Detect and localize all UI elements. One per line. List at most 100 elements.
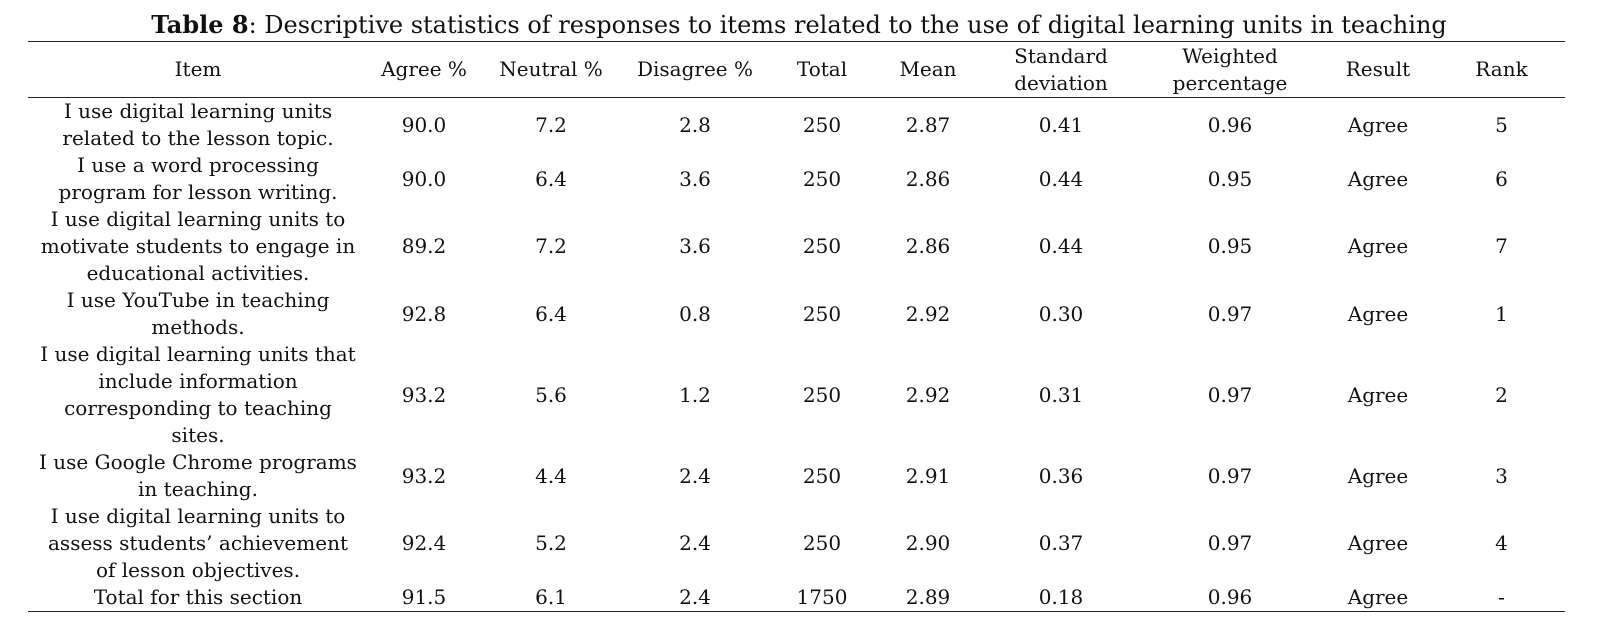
table-cell: 6.4	[535, 166, 567, 191]
table-cell: 2.86	[905, 234, 951, 258]
table-row: I use digital learning units to motivate …	[28, 206, 1565, 287]
table-cell: 250	[802, 166, 842, 191]
table-cell: 0.8	[679, 301, 711, 326]
table-cell: Agree	[1347, 166, 1409, 191]
table-cell: 2.4	[679, 585, 711, 609]
table-cell: 1750	[796, 585, 848, 609]
column-header-line: deviation	[1014, 70, 1108, 95]
column-header-line: Weighted	[1182, 43, 1278, 68]
item-text-line: I use YouTube in teaching	[66, 288, 330, 312]
table-cell: Agree	[1347, 531, 1409, 555]
table-cell: 0.97	[1207, 531, 1253, 555]
table-caption: Table 8: Descriptive statistics of respo…	[0, 10, 1598, 40]
table-cell: 0.96	[1207, 112, 1253, 137]
table-cell: 90.0	[401, 112, 447, 137]
table-row: I use a word processing program for lesso…	[28, 152, 1565, 206]
table-cell: 0.97	[1207, 382, 1253, 407]
table-cell: 2.8	[679, 112, 711, 137]
table-cell: 89.2	[401, 234, 447, 258]
table-cell: -	[1498, 585, 1505, 609]
table-cell: 0.95	[1207, 234, 1253, 258]
column-header-line: Agree %	[381, 57, 467, 81]
table-cell: 0.31	[1038, 382, 1084, 407]
table-row: I use YouTube in teaching methods. 92.8 6.4…	[28, 287, 1565, 341]
column-header: Neutral %	[480, 42, 622, 98]
table-caption-text: : Descriptive statistics of responses to…	[248, 11, 1447, 39]
item-cell: Total for this section	[28, 584, 368, 612]
table-cell: Agree	[1347, 463, 1409, 488]
table-cell: 6	[1495, 166, 1508, 191]
table-cell: 93.2	[401, 463, 447, 488]
column-header-line: Neutral %	[499, 57, 603, 81]
table-cell: 1.2	[679, 382, 711, 407]
column-header-line: Total	[796, 57, 848, 81]
item-text-line: I use digital learning units that	[40, 342, 356, 366]
table-cell: 5.2	[535, 531, 567, 555]
item-text-line: I use a word processing	[77, 153, 319, 177]
item-text-line: Total for this section	[93, 585, 303, 609]
item-text-line: sites.	[171, 423, 225, 447]
table-cell: Agree	[1347, 234, 1409, 258]
table-cell: 92.8	[401, 301, 447, 326]
total-row: Total for this section 91.5 6.1 2.4 1750 2.89…	[28, 584, 1565, 612]
item-cell: I use digital learning units to motivate …	[28, 206, 368, 287]
item-text-line: assess students’ achievement	[48, 531, 348, 555]
table-cell: 2.86	[905, 166, 951, 191]
column-header-line: Mean	[899, 57, 957, 81]
column-header-line: Rank	[1475, 57, 1528, 81]
table-cell: 250	[802, 463, 842, 488]
column-header-line: Result	[1345, 57, 1411, 81]
table-cell: 2.92	[905, 382, 951, 407]
table-cell: 2.4	[679, 531, 711, 555]
table-cell: 3	[1495, 463, 1508, 488]
table-cell: 0.44	[1038, 234, 1084, 258]
item-text-line: methods.	[151, 315, 245, 339]
table-cell: 4	[1495, 531, 1508, 555]
table-cell: 250	[802, 234, 842, 258]
item-cell: I use Google Chrome programs in teaching.	[28, 449, 368, 503]
table-header: Item Agree % Neutral % Disagree % Total Mean S…	[28, 41, 1565, 98]
column-header: Item	[28, 42, 368, 98]
table-cell: 2.4	[679, 463, 711, 488]
table-cell: 0.44	[1038, 166, 1084, 191]
table-cell: 250	[802, 382, 842, 407]
table-cell: 91.5	[401, 585, 447, 609]
item-text-line: I use digital learning units to	[50, 207, 346, 231]
item-text-line: motivate students to engage in	[40, 234, 356, 258]
table-cell: 92.4	[401, 531, 447, 555]
table-cell: 7.2	[535, 112, 567, 137]
table-cell: 93.2	[401, 382, 447, 407]
table-cell: Agree	[1347, 301, 1409, 326]
column-header: Rank	[1438, 42, 1565, 98]
column-header-line: percentage	[1172, 70, 1288, 95]
table-cell: 2.92	[905, 301, 951, 326]
table-cell: 2	[1495, 382, 1508, 407]
table-cell: 0.37	[1038, 531, 1084, 555]
item-text-line: I use digital learning units	[63, 99, 333, 123]
table-cell: 5.6	[535, 382, 567, 407]
table-cell: 0.18	[1038, 585, 1084, 609]
column-header: Disagree %	[622, 42, 768, 98]
table-cell: 250	[802, 112, 842, 137]
item-cell: I use a word processing program for lesso…	[28, 152, 368, 206]
table-cell: 7.2	[535, 234, 567, 258]
table-cell: 5	[1495, 112, 1508, 137]
item-text-line: I use digital learning units to	[50, 504, 346, 528]
table-cell: 7	[1495, 234, 1508, 258]
table-cell: 0.96	[1207, 585, 1253, 609]
table-cell: 0.41	[1038, 112, 1084, 137]
table-cell: 0.30	[1038, 301, 1084, 326]
item-cell: I use digital learning units related to t…	[28, 98, 368, 153]
item-text-line: in teaching.	[138, 477, 258, 501]
header-row: Item Agree % Neutral % Disagree % Total Mean S…	[28, 41, 1565, 98]
table-cell: 2.91	[905, 463, 951, 488]
table-cell: 2.87	[905, 112, 951, 137]
item-text-line: corresponding to teaching	[64, 396, 332, 420]
table-cell: 4.4	[535, 463, 567, 488]
table-label: Table 8	[151, 10, 249, 39]
table-cell: 0.36	[1038, 463, 1084, 488]
column-header: Result	[1318, 42, 1438, 98]
table-body: I use digital learning units related to t…	[28, 98, 1565, 612]
column-header-line: Standard	[1014, 43, 1108, 68]
item-text-line: educational activities.	[86, 261, 310, 285]
